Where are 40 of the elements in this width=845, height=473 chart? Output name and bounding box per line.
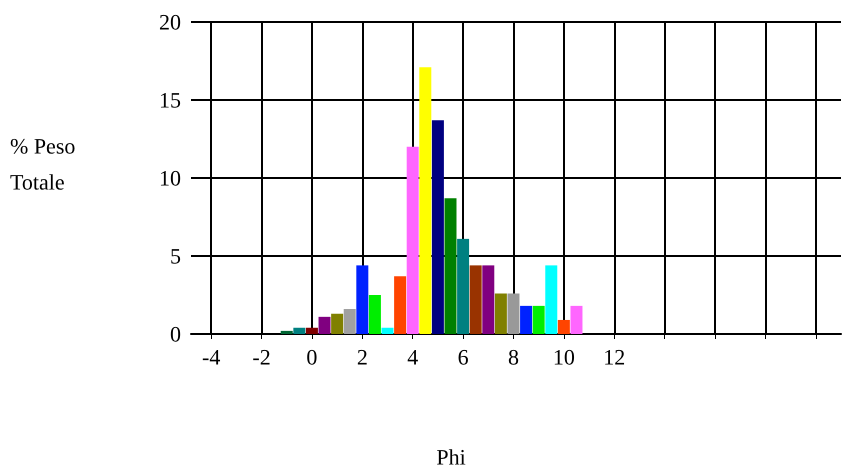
x-tick-label: 4	[407, 344, 418, 370]
x-tick-label: -4	[202, 344, 220, 370]
bar	[532, 306, 545, 334]
bar	[419, 67, 432, 334]
bar	[406, 146, 419, 334]
x-tick-label: 0	[306, 344, 318, 370]
y-tick-label: 10	[159, 166, 181, 190]
x-tick-label: 10	[552, 344, 575, 370]
y-tick-label: 20	[159, 10, 181, 34]
x-tick-label: 2	[356, 344, 368, 370]
bar	[457, 238, 470, 334]
bar	[394, 276, 406, 334]
bar	[306, 328, 318, 334]
x-tick-label: 8	[508, 344, 519, 370]
bar	[444, 198, 456, 334]
bar	[494, 293, 507, 334]
x-axis-title: Phi	[436, 444, 466, 470]
bar	[331, 314, 344, 334]
x-tick-label: 6	[458, 344, 469, 370]
bar	[545, 265, 558, 334]
bar	[356, 265, 368, 334]
bar	[482, 265, 494, 334]
x-tick-label: -2	[252, 344, 271, 370]
x-tick-label: 12	[603, 344, 626, 370]
bar	[382, 328, 394, 334]
y-axis-title: % Peso Totale	[10, 134, 81, 194]
bar	[344, 309, 356, 334]
bar	[570, 306, 582, 334]
y-tick-label: 5	[170, 244, 181, 268]
bar	[507, 293, 520, 334]
bar	[368, 295, 381, 334]
bar	[558, 320, 570, 334]
bar	[318, 316, 331, 334]
bar	[280, 330, 293, 334]
y-tick-label: 15	[159, 88, 181, 112]
bar	[520, 306, 532, 334]
bar	[470, 265, 482, 334]
bar	[293, 328, 306, 334]
y-tick-label: 0	[170, 322, 181, 346]
bar	[432, 120, 444, 334]
